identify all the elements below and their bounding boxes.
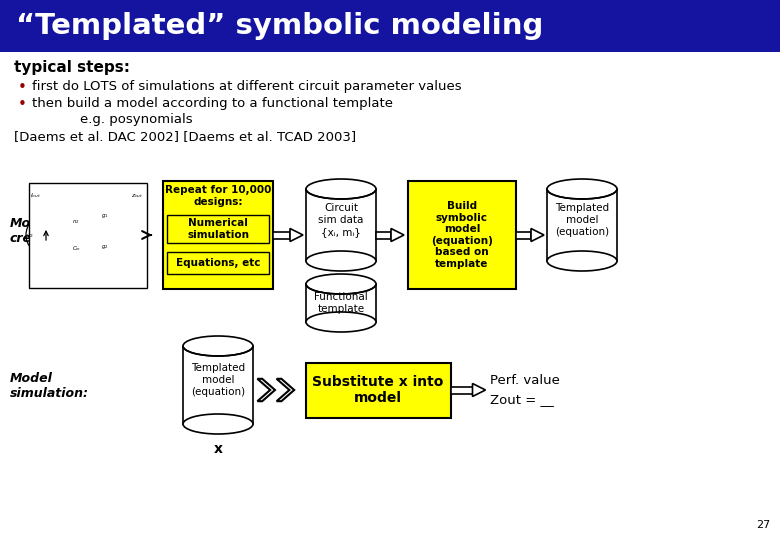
Text: Repeat for 10,000
designs:: Repeat for 10,000 designs:: [165, 185, 271, 207]
Text: $z_{out}$: $z_{out}$: [131, 192, 144, 200]
Text: Perf. value: Perf. value: [490, 374, 559, 387]
Text: $C_{in}$: $C_{in}$: [72, 244, 81, 253]
Ellipse shape: [183, 336, 253, 356]
Text: $g_1$: $g_1$: [101, 212, 108, 220]
Bar: [0, 0, 780, 52]
Text: Model
creation:: Model creation:: [10, 217, 73, 245]
Polygon shape: [277, 379, 294, 401]
Text: e.g. posynomials: e.g. posynomials: [80, 113, 193, 126]
Text: then build a model according to a functional template: then build a model according to a functi…: [32, 97, 393, 110]
Bar: [376, 232, 391, 239]
Text: first do LOTS of simulations at different circuit parameter values: first do LOTS of simulations at differen…: [32, 80, 462, 93]
Text: x: x: [214, 442, 222, 456]
Text: Numerical
simulation: Numerical simulation: [187, 218, 249, 240]
Bar: [167, 215, 269, 243]
Text: Templated
model
(equation): Templated model (equation): [191, 363, 245, 396]
Text: “Templated” symbolic modeling: “Templated” symbolic modeling: [16, 12, 544, 40]
Text: typical steps:: typical steps:: [14, 60, 130, 75]
Text: Build
symbolic
model
(equation)
based on
template: Build symbolic model (equation) based on…: [431, 201, 493, 269]
Bar: [408, 181, 516, 289]
Bar: [306, 189, 376, 261]
Ellipse shape: [306, 179, 376, 199]
Text: Equations, etc: Equations, etc: [176, 258, 261, 268]
Text: Model
simulation:: Model simulation:: [10, 372, 89, 400]
Bar: [516, 232, 531, 239]
Ellipse shape: [306, 274, 376, 294]
Polygon shape: [531, 228, 544, 241]
Bar: [306, 284, 376, 322]
Text: •: •: [18, 97, 27, 112]
Bar: [306, 362, 451, 417]
Polygon shape: [257, 379, 275, 401]
Bar: [183, 346, 253, 424]
Bar: [451, 387, 473, 394]
Ellipse shape: [306, 251, 376, 271]
Text: Functional
template: Functional template: [314, 292, 368, 314]
Ellipse shape: [183, 414, 253, 434]
Bar: [29, 183, 147, 287]
Bar: [167, 252, 269, 274]
Text: Templated
model
(equation): Templated model (equation): [555, 204, 609, 237]
Polygon shape: [290, 228, 303, 241]
Ellipse shape: [547, 251, 617, 271]
Text: $n_2$: $n_2$: [72, 218, 80, 226]
Bar: [547, 189, 617, 261]
Bar: [273, 232, 290, 239]
Text: Substitute x into
model: Substitute x into model: [312, 375, 444, 405]
Text: $v_2$: $v_2$: [26, 232, 34, 240]
Text: •: •: [18, 80, 27, 95]
Text: Circuit
sim data
{xᵢ, mᵢ}: Circuit sim data {xᵢ, mᵢ}: [318, 204, 363, 237]
Ellipse shape: [306, 312, 376, 332]
Text: $I_{out}$: $I_{out}$: [30, 191, 41, 200]
Polygon shape: [473, 383, 485, 396]
Text: $g_2$: $g_2$: [101, 243, 108, 251]
Text: 27: 27: [756, 520, 770, 530]
Bar: [163, 181, 273, 289]
Text: Zout = __: Zout = __: [490, 394, 553, 407]
Ellipse shape: [547, 179, 617, 199]
Polygon shape: [391, 228, 404, 241]
Text: [Daems et al. DAC 2002] [Daems et al. TCAD 2003]: [Daems et al. DAC 2002] [Daems et al. TC…: [14, 130, 356, 143]
